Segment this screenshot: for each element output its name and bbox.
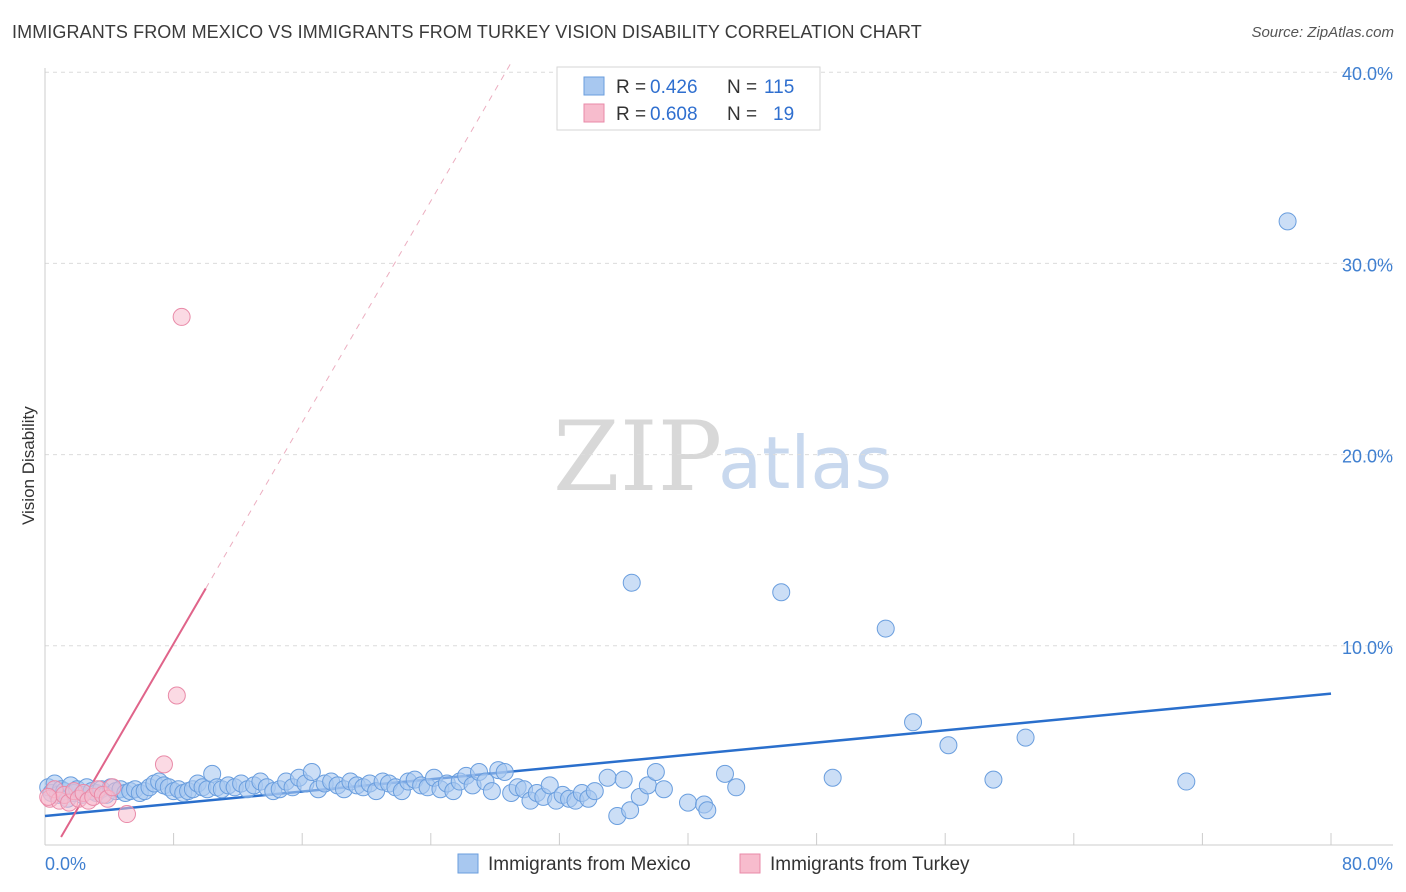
watermark-atlas: atlas [718, 421, 892, 505]
bottom-legend-swatch-turkey [739, 853, 761, 874]
series-turkey-points [39, 307, 191, 824]
data-point-turkey [154, 755, 173, 774]
chart-title: IMMIGRANTS FROM MEXICO VS IMMIGRANTS FRO… [12, 22, 922, 42]
data-point-mexico [598, 768, 617, 787]
data-point-mexico [540, 776, 559, 795]
data-point-mexico [646, 762, 665, 781]
legend-swatch-turkey [583, 103, 605, 123]
data-point-mexico [302, 762, 321, 781]
data-point-mexico [715, 764, 734, 783]
y-tick-label: 40.0% [1342, 64, 1393, 84]
data-point-turkey [39, 787, 58, 806]
data-point-mexico [614, 770, 633, 789]
trend-line-turkey-extension [205, 62, 512, 589]
x-tick-label: 0.0% [45, 854, 86, 874]
legend-n-value-turkey: 19 [773, 104, 794, 125]
legend-r-label-mexico: R = [616, 77, 646, 98]
data-point-mexico [727, 778, 746, 797]
data-point-mexico [1177, 772, 1196, 791]
data-point-mexico [1016, 728, 1035, 747]
y-tick-label: 10.0% [1342, 638, 1393, 658]
y-axis-label: Vision Disability [19, 406, 38, 525]
data-point-mexico [621, 801, 640, 820]
data-point-turkey [167, 686, 186, 705]
legend-n-value-mexico: 115 [764, 77, 794, 98]
series-mexico-points [39, 212, 1297, 825]
x-tick-label: 80.0% [1342, 854, 1393, 874]
y-tick-label: 20.0% [1342, 447, 1393, 467]
bottom-legend-swatch-mexico [457, 853, 479, 874]
data-point-mexico [679, 793, 697, 812]
data-point-mexico [984, 770, 1003, 789]
bottom-legend-label-turkey: Immigrants from Turkey [770, 854, 970, 875]
legend-r-value-mexico: 0.426 [650, 77, 698, 98]
bottom-legend-label-mexico: Immigrants from Mexico [488, 854, 691, 875]
data-point-mexico [495, 762, 514, 781]
data-point-mexico [654, 780, 673, 799]
stats-legend: R = 0.426 N = 115 R = 0.608 N = 19 [556, 66, 821, 131]
data-point-turkey [172, 307, 191, 326]
series-legend: Immigrants from Mexico Immigrants from T… [457, 853, 970, 875]
data-point-mexico [772, 583, 791, 602]
data-point-mexico [1278, 212, 1297, 231]
data-point-turkey [117, 805, 136, 824]
y-tick-label: 30.0% [1342, 255, 1393, 275]
data-point-mexico [622, 573, 641, 592]
legend-n-label-mexico: N = [727, 77, 757, 98]
trend-line-mexico [44, 692, 1332, 818]
data-point-mexico [482, 782, 501, 801]
data-point-turkey [103, 778, 122, 797]
data-point-mexico [585, 782, 604, 801]
y-tick-labels: 10.0% 20.0% 30.0% 40.0% [1342, 64, 1393, 658]
legend-r-label-turkey: R = [616, 104, 646, 125]
source-label: Source: ZipAtlas.com [1251, 24, 1394, 41]
data-point-mexico [904, 713, 923, 732]
x-tick-labels: 0.0% 80.0% [45, 854, 1393, 874]
legend-swatch-mexico [583, 76, 605, 96]
data-point-mexico [939, 736, 958, 755]
legend-r-value-turkey: 0.608 [650, 104, 698, 125]
axes [44, 68, 1393, 846]
data-point-mexico [876, 619, 895, 638]
grid-lines [45, 71, 1393, 647]
data-point-mexico [698, 801, 717, 820]
watermark-zip: ZIP [553, 401, 722, 513]
legend-n-label-turkey: N = [727, 104, 757, 125]
data-point-mexico [823, 768, 842, 787]
